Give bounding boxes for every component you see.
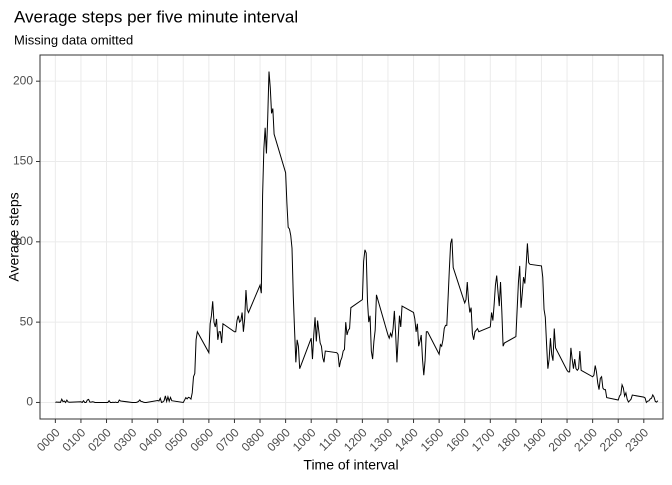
- y-tick-label: 100: [13, 234, 33, 248]
- data-line: [55, 71, 659, 404]
- x-tick-label: 0900: [264, 425, 293, 454]
- x-tick-label: 2200: [597, 425, 626, 454]
- x-tick-label: 1900: [520, 425, 549, 454]
- x-axis-title: Time of interval: [303, 457, 398, 473]
- x-tick-label: 0300: [111, 425, 140, 454]
- x-tick-label: 0700: [213, 425, 242, 454]
- y-tick-label: 0: [26, 395, 33, 409]
- x-tick-label: 2300: [622, 425, 651, 454]
- plot-border: [39, 54, 664, 420]
- x-tick-label: 0200: [85, 425, 114, 454]
- x-tick-label: 0800: [239, 425, 268, 454]
- x-tick-label: 1700: [469, 425, 498, 454]
- x-tick-label: 1100: [316, 425, 344, 453]
- y-tick-label: 200: [13, 73, 33, 87]
- x-tick-label: 2100: [571, 425, 600, 454]
- x-tick-label: 1300: [367, 425, 396, 454]
- x-tick-label: 0000: [34, 425, 63, 454]
- chart-title: Average steps per five minute interval: [14, 7, 298, 26]
- chart-subtitle: Missing data omitted: [14, 32, 133, 47]
- y-tick-label: 50: [20, 314, 34, 328]
- x-tick-label: 0400: [136, 425, 165, 454]
- x-tick-label: 1200: [341, 425, 370, 454]
- x-tick-label: 1000: [290, 425, 319, 454]
- x-tick-label: 1600: [443, 425, 472, 454]
- y-axis-title: Average steps: [6, 192, 22, 281]
- x-tick-label: 0600: [187, 425, 216, 454]
- x-tick-label: 2000: [546, 425, 575, 454]
- x-tick-label: 0500: [162, 425, 191, 454]
- y-tick-label: 150: [13, 154, 33, 168]
- x-tick-label: 1500: [418, 425, 447, 454]
- x-tick-label: 0100: [60, 425, 89, 454]
- x-tick-label: 1800: [494, 425, 523, 454]
- x-tick-label: 1400: [392, 425, 421, 454]
